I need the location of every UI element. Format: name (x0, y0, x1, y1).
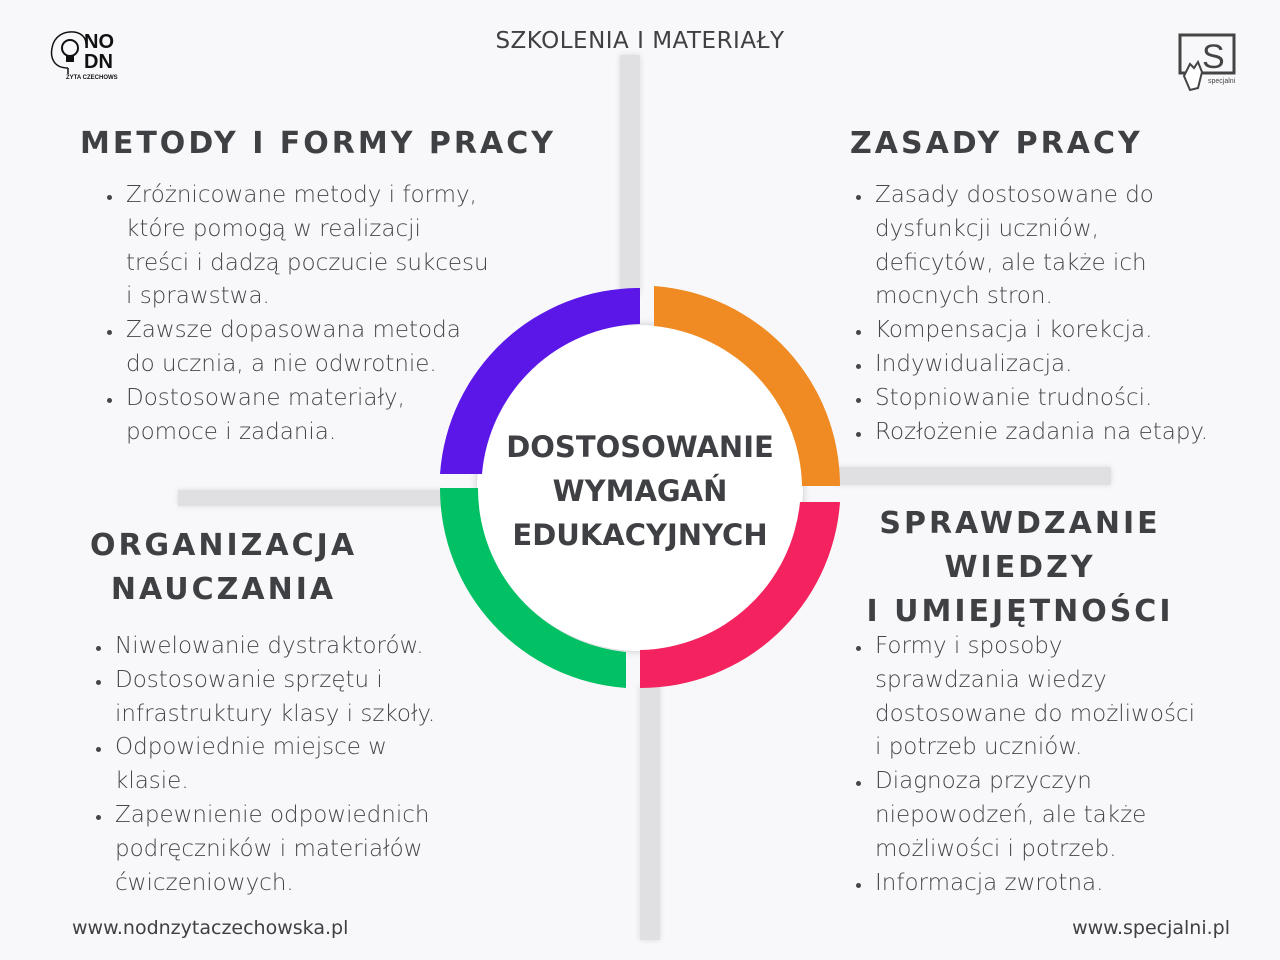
list-item: Zróżnicowane metody i formy, które pomog… (124, 179, 489, 314)
ring-segment-green (439, 488, 626, 688)
list-item: Stopniowanie trudności. (873, 382, 1208, 416)
center-ring (439, 286, 841, 689)
methods-title: METODY I FORMY PRACY (80, 126, 556, 161)
list-item: Kompensacja i korekcja. (873, 314, 1208, 348)
list-item: Zasady dostosowane do dysfunkcji uczniów… (873, 179, 1208, 314)
svg-text:NO: NO (84, 31, 114, 53)
principles-title: ZASADY PRACY (850, 126, 1143, 161)
center-title: DOSTOSOWANIE WYMAGAŃ EDUKACYJNYCH (506, 430, 774, 552)
list-item: Zawsze dopasowana metoda do ucznia, a ni… (124, 314, 489, 382)
svg-text:ZYTA CZECHOWSKA: ZYTA CZECHOWSKA (66, 75, 118, 81)
svg-text:specjalni: specjalni (1208, 78, 1236, 85)
specjalni-logo: S specjalni (1176, 32, 1240, 96)
list-item: Odpowiednie miejsce w klasie. (113, 731, 435, 799)
divider-left (178, 490, 443, 506)
header-title: SZKOLENIA I MATERIAŁY (495, 28, 785, 54)
svg-text:S: S (1202, 38, 1225, 76)
organization-title: ORGANIZACJA NAUCZANIA (89, 528, 358, 607)
list-item: Formy i sposoby sprawdzania wiedzy dosto… (873, 630, 1195, 765)
list-item: Dostosowane materiały, pomoce i zadania. (124, 382, 489, 450)
ring-segment-orange (654, 286, 841, 486)
list-item: Informacja zwrotna. (873, 867, 1195, 901)
list-item: Rozłożenie zadania na etapy. (873, 416, 1208, 450)
list-item: Niwelowanie dystraktorów. (113, 630, 435, 664)
list-item: Dostosowanie sprzętu i infrastruktury kl… (113, 664, 435, 732)
methods-list: Zróżnicowane metody i formy, które pomog… (100, 179, 489, 449)
assessment-list: Formy i sposoby sprawdzania wiedzy dosto… (849, 630, 1195, 900)
footer-left-url[interactable]: www.nodnzytaczechowska.pl (72, 917, 349, 939)
list-item: Indywidualizacja. (873, 348, 1208, 382)
ring-segment-purple (440, 287, 640, 474)
divider-bottom (640, 685, 660, 940)
footer-right-url[interactable]: www.specjalni.pl (1072, 917, 1230, 939)
nodn-logo: NO DN ZYTA CZECHOWSKA (46, 28, 127, 90)
organization-list: Niwelowanie dystraktorów. Dostosowanie s… (89, 630, 435, 900)
assessment-title: SPRAWDZANIE WIEDZY I UMIEJĘTNOŚCI (866, 506, 1174, 629)
list-item: Diagnoza przyczyn niepowodzeń, ale także… (873, 765, 1195, 866)
divider-top (620, 55, 640, 295)
list-item: Zapewnienie odpowiednich podręczników i … (113, 799, 435, 900)
svg-text:DN: DN (84, 51, 113, 73)
principles-list: Zasady dostosowane do dysfunkcji uczniów… (849, 179, 1208, 449)
divider-right (836, 467, 1111, 485)
ring-segment-pink (640, 502, 840, 689)
